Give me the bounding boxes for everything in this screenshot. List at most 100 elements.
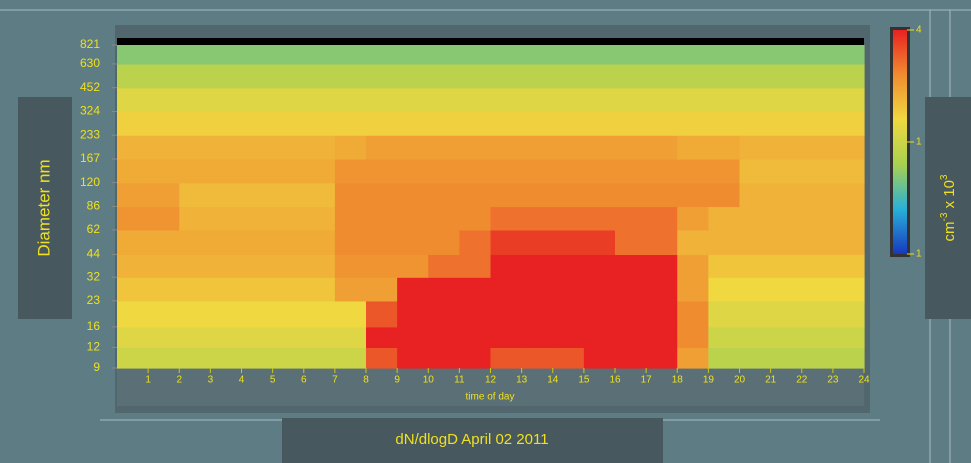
heatmap-cell bbox=[708, 254, 740, 277]
heatmap-cell bbox=[242, 327, 274, 348]
heatmap-cell bbox=[584, 254, 616, 277]
chart: time of day Diameter nm cm-3 x 103 dN/dl… bbox=[0, 0, 971, 463]
heatmap-cell bbox=[677, 112, 709, 136]
heatmap-cell bbox=[491, 135, 523, 159]
heatmap-cell bbox=[397, 206, 429, 230]
heatmap-cell bbox=[802, 254, 834, 277]
heatmap-cell bbox=[117, 183, 149, 207]
heatmap-cell bbox=[117, 159, 149, 183]
heatmap-cell bbox=[708, 45, 740, 65]
heatmap-cell bbox=[491, 159, 523, 183]
heatmap-cell bbox=[833, 112, 865, 136]
heatmap-cell bbox=[273, 88, 305, 112]
heatmap-cell bbox=[210, 301, 242, 328]
heatmap-cell bbox=[273, 159, 305, 183]
heatmap-cell bbox=[802, 135, 834, 159]
heatmap-cell bbox=[397, 301, 429, 328]
heatmap-cell bbox=[428, 159, 460, 183]
heatmap-cell bbox=[584, 230, 616, 255]
heatmap-cell bbox=[179, 183, 211, 207]
heatmap-cell bbox=[179, 230, 211, 255]
heatmap-cell bbox=[304, 301, 336, 328]
x-tick-label: 5 bbox=[270, 375, 276, 386]
heatmap-cell bbox=[802, 159, 834, 183]
heatmap-cell bbox=[771, 159, 803, 183]
heatmap-cell bbox=[802, 64, 834, 88]
heatmap-cell bbox=[553, 347, 585, 368]
heatmap-cell bbox=[646, 159, 678, 183]
heatmap-cell bbox=[615, 254, 647, 277]
heatmap-cell bbox=[677, 64, 709, 88]
y-tick-label: 32 bbox=[87, 269, 101, 283]
heatmap-cell bbox=[522, 88, 554, 112]
heatmap-cell bbox=[553, 327, 585, 348]
heatmap-cell bbox=[833, 206, 865, 230]
heatmap-cell bbox=[148, 64, 180, 88]
heatmap-cell bbox=[553, 88, 585, 112]
heatmap-cell bbox=[397, 135, 429, 159]
heatmap-cell bbox=[148, 88, 180, 112]
x-tick-label: 9 bbox=[394, 375, 400, 386]
heatmap-cell bbox=[335, 206, 367, 230]
heatmap-cell bbox=[584, 327, 616, 348]
x-tick-label: 17 bbox=[641, 375, 653, 386]
heatmap-cell bbox=[148, 159, 180, 183]
heatmap-cell bbox=[366, 112, 398, 136]
heatmap-cell bbox=[304, 64, 336, 88]
heatmap-cell bbox=[366, 301, 398, 328]
colorbar-label: cm-3 x 103 bbox=[939, 174, 958, 241]
heatmap-cell bbox=[646, 347, 678, 368]
heatmap-cell bbox=[148, 230, 180, 255]
x-tick-label: 15 bbox=[578, 375, 590, 386]
heatmap-cell bbox=[771, 45, 803, 65]
heatmap-cell bbox=[740, 277, 772, 301]
heatmap-cell bbox=[148, 112, 180, 136]
heatmap-cell bbox=[459, 254, 491, 277]
heatmap-cell bbox=[366, 254, 398, 277]
heatmap-cell bbox=[740, 230, 772, 255]
heatmap-cell bbox=[179, 159, 211, 183]
heatmap-cell bbox=[335, 277, 367, 301]
heatmap-cell bbox=[584, 135, 616, 159]
heatmap-cell bbox=[366, 183, 398, 207]
y-axis-label: Diameter nm bbox=[34, 159, 53, 256]
heatmap-cell bbox=[615, 159, 647, 183]
heatmap-cell bbox=[210, 277, 242, 301]
heatmap-cell bbox=[335, 301, 367, 328]
heatmap-cell bbox=[646, 327, 678, 348]
heatmap-cell bbox=[366, 277, 398, 301]
heatmap-cell bbox=[740, 254, 772, 277]
heatmap-cell bbox=[148, 206, 180, 230]
heatmap-cell bbox=[522, 112, 554, 136]
y-tick-label: 821 bbox=[80, 37, 100, 51]
heatmap-cell bbox=[210, 230, 242, 255]
heatmap-cell bbox=[833, 183, 865, 207]
heatmap-cell bbox=[522, 301, 554, 328]
heatmap-cell bbox=[117, 254, 149, 277]
heatmap-cell bbox=[646, 301, 678, 328]
heatmap-cell bbox=[117, 301, 149, 328]
heatmap-cell bbox=[740, 45, 772, 65]
unit-exponent: 3 bbox=[939, 174, 950, 180]
x-tick-label: 10 bbox=[423, 375, 435, 386]
heatmap-cell bbox=[771, 183, 803, 207]
heatmap-cell bbox=[708, 301, 740, 328]
heatmap-cell bbox=[335, 45, 367, 65]
heatmap-cell bbox=[802, 88, 834, 112]
heatmap-cell bbox=[366, 230, 398, 255]
heatmap-cell bbox=[677, 206, 709, 230]
heatmap-cell bbox=[833, 88, 865, 112]
heatmap-cell bbox=[304, 45, 336, 65]
heatmap-cell bbox=[242, 301, 274, 328]
colorbar-tick-label: 1 bbox=[916, 137, 922, 148]
heatmap-cell bbox=[304, 112, 336, 136]
heatmap-cell bbox=[740, 183, 772, 207]
heatmap-cell bbox=[646, 112, 678, 136]
heatmap-cell bbox=[210, 254, 242, 277]
heatmap-cell bbox=[366, 45, 398, 65]
x-tick-label: 24 bbox=[858, 375, 870, 386]
heatmap-cell bbox=[522, 347, 554, 368]
heatmap-cell bbox=[179, 64, 211, 88]
heatmap-cell bbox=[491, 254, 523, 277]
heatmap-cell bbox=[210, 347, 242, 368]
